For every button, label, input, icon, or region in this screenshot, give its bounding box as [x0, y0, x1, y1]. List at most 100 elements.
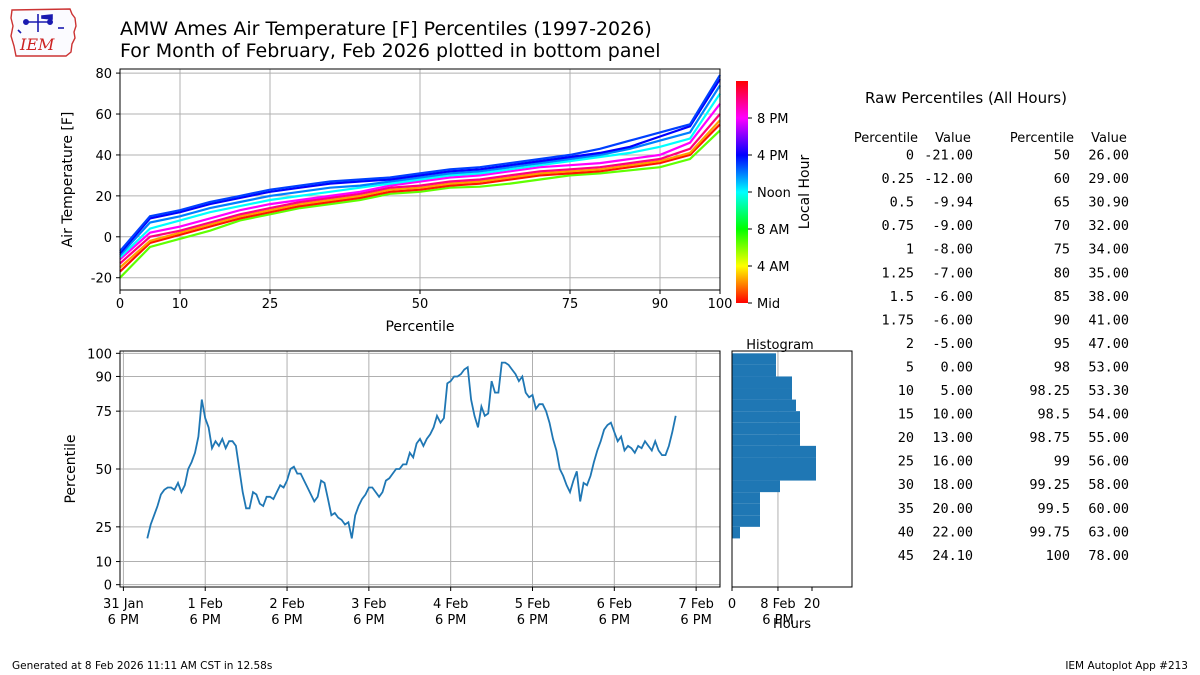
histogram-bar: [732, 411, 800, 423]
colorbar-tick-label: 8 PM: [757, 112, 788, 127]
table-title: Raw Percentiles (All Hours): [865, 89, 1067, 107]
histogram-bar: [732, 445, 816, 458]
table-percentile-right: 50: [1054, 148, 1070, 164]
table-value-right: 29.00: [1088, 171, 1129, 187]
table-value-left: 24.10: [932, 548, 973, 564]
table-value-right: 53.30: [1088, 383, 1129, 399]
chart-title-line2: For Month of February, Feb 2026 plotted …: [120, 40, 661, 62]
table-percentile-right: 70: [1054, 218, 1070, 234]
bottom-x-tick-label-date: 6 Feb: [597, 597, 632, 612]
bottom-x-tick-label-date: 3 Feb: [351, 597, 386, 612]
table-percentile-left: 1.5: [890, 289, 914, 305]
bottom-x-tick-label-date: 7 Feb: [678, 597, 713, 612]
colorbar-tick-label: 8 AM: [757, 223, 790, 238]
histogram-bar: [732, 422, 800, 435]
table-value-right: 54.00: [1088, 407, 1129, 423]
histogram-bar: [732, 515, 760, 527]
feb2026-percentile-line: [146, 361, 677, 539]
table-value-right: 53.00: [1088, 359, 1129, 375]
table-value-right: 41.00: [1088, 312, 1129, 328]
table-percentile-right: 85: [1054, 289, 1070, 305]
colorbar-label: Local Hour: [797, 155, 813, 230]
table-value-left: -12.00: [924, 171, 973, 187]
histogram-bar: [732, 480, 780, 493]
table-value-left: 0.00: [940, 359, 973, 375]
table-header-percentile-left: Percentile: [854, 131, 918, 146]
percentile-curve-series: [119, 74, 721, 252]
table-percentile-left: 20: [898, 430, 914, 446]
table-percentile-left: 5: [906, 359, 914, 375]
bottom-x-tick-label-time: 6 PM: [599, 613, 630, 628]
percentile-curve-series: [119, 84, 721, 256]
bottom-x-tick-label-date: 4 Feb: [433, 597, 468, 612]
table-percentile-left: 2: [906, 336, 914, 352]
table-value-left: -7.00: [932, 265, 973, 281]
table-value-right: 78.00: [1088, 548, 1129, 564]
table-percentile-left: 35: [898, 501, 914, 517]
table-value-right: 55.00: [1088, 430, 1129, 446]
table-value-left: 18.00: [932, 477, 973, 493]
colorbar-gradient: [736, 81, 748, 303]
footer-generated: Generated at 8 Feb 2026 11:11 AM CST in …: [12, 660, 272, 672]
top-y-tick-label: 60: [95, 108, 112, 123]
percentile-curve-series: [119, 92, 721, 259]
histogram-panel: 0 20 Histogram Hours: [728, 338, 853, 632]
bottom-y-axis-label: Percentile: [63, 434, 79, 503]
table-header-value-left: Value: [935, 131, 971, 146]
percentile-curve-series: [119, 113, 721, 265]
table-value-right: 35.00: [1088, 265, 1129, 281]
bottom-x-tick-label-time: 6 PM: [435, 613, 466, 628]
bottom-x-tick-label-date: 8 Feb: [760, 597, 795, 612]
bottom-y-tick-label: 75: [95, 405, 112, 420]
colorbar-tick-label: 4 AM: [757, 260, 790, 275]
top-x-tick-label: 90: [652, 297, 669, 312]
bottom-y-tick-label: 90: [95, 370, 112, 385]
histogram-bar: [732, 457, 816, 469]
table-header-percentile-right: Percentile: [1010, 131, 1074, 146]
table-percentile-left: 25: [898, 454, 914, 470]
bottom-x-tick-label-date: 1 Feb: [188, 597, 223, 612]
bottom-x-tick-label-time: 6 PM: [680, 613, 711, 628]
histogram-x-axis-label: Hours: [773, 617, 811, 632]
bottom-x-tick-label-time: 6 PM: [353, 613, 384, 628]
table-value-left: -21.00: [924, 148, 973, 164]
top-panel: 0 10 25 50 75 90 100 -20 0 20 40 60 80 Percentile A…: [60, 67, 732, 335]
table-percentile-left: 45: [898, 548, 914, 564]
table-value-left: 5.00: [940, 383, 973, 399]
table-percentile-right: 99.25: [1029, 477, 1070, 493]
table-value-right: 47.00: [1088, 336, 1129, 352]
table-value-left: -5.00: [932, 336, 973, 352]
top-y-tick-label: -20: [91, 272, 112, 287]
bottom-y-tick-label: 0: [104, 579, 112, 594]
percentile-curve-series: [119, 119, 721, 269]
histogram-bar: [732, 364, 776, 377]
table-value-left: -9.00: [932, 218, 973, 234]
percentile-curve-series: [119, 103, 721, 261]
top-x-axis-label: Percentile: [385, 319, 454, 335]
histogram-title: Histogram: [746, 338, 813, 353]
table-percentile-left: 0.5: [890, 195, 914, 211]
table-percentile-left: 0: [906, 148, 914, 164]
table-value-right: 60.00: [1088, 501, 1129, 517]
table-value-right: 26.00: [1088, 148, 1129, 164]
footer-app: IEM Autoplot App #213: [1065, 660, 1188, 672]
chart-title-line1: AMW Ames Air Temperature [F] Percentiles…: [120, 18, 652, 40]
colorbar: Mid 4 AM 8 AM Noon 4 PM 8 PM Local Hour: [736, 81, 813, 312]
top-y-tick-label: 80: [95, 67, 112, 82]
table-value-left: 22.00: [932, 524, 973, 540]
top-x-tick-label: 25: [262, 297, 279, 312]
logo-text: IEM: [19, 35, 55, 54]
bottom-x-tick-label-date: 2 Feb: [269, 597, 304, 612]
top-x-tick-label: 10: [172, 297, 189, 312]
percentile-curve-series: [119, 123, 721, 273]
table-value-left: -9.94: [932, 195, 973, 211]
table-percentile-right: 65: [1054, 195, 1070, 211]
table-value-right: 63.00: [1088, 524, 1129, 540]
table-percentile-right: 60: [1054, 171, 1070, 187]
table-value-right: 34.00: [1088, 242, 1129, 258]
percentile-curves: [119, 74, 721, 279]
table-value-left: -6.00: [932, 312, 973, 328]
colorbar-tick-label: Mid: [757, 297, 780, 312]
table-percentile-right: 98.75: [1029, 430, 1070, 446]
